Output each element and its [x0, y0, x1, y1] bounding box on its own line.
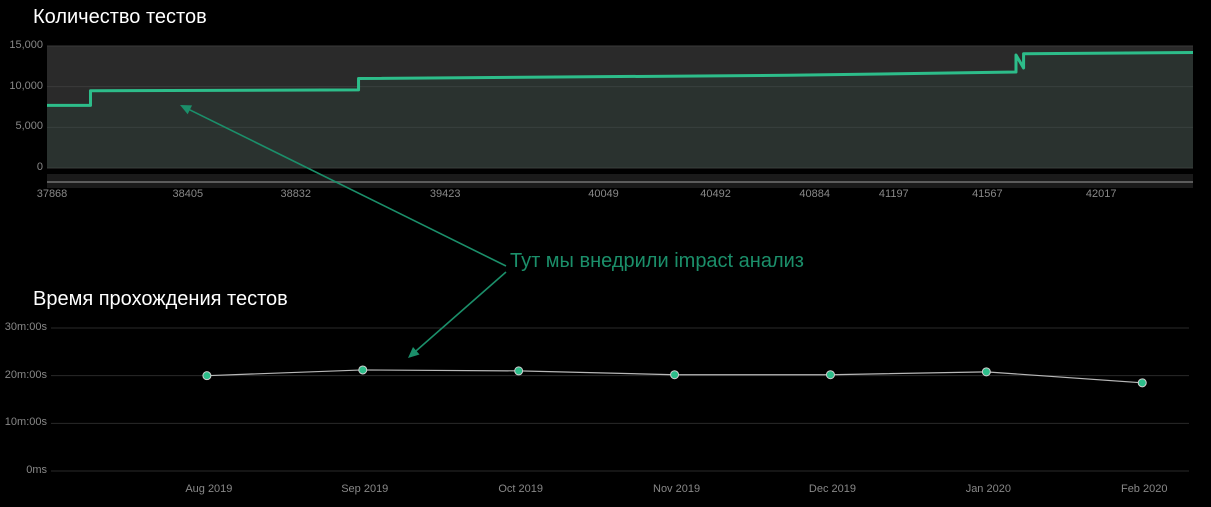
chart1-ytick-label: 5,000: [15, 120, 43, 132]
chart1-area: [33, 42, 1195, 172]
chart1-xtick-label: 41197: [869, 188, 919, 200]
chart2-ytick-label: 20m:00s: [5, 369, 47, 381]
chart1-xtick-label: 39423: [420, 188, 470, 200]
chart2-xtick-label: Jan 2020: [958, 483, 1018, 495]
chart1-svg: [33, 42, 1195, 172]
chart2-xtick-label: Feb 2020: [1114, 483, 1174, 495]
chart2-ytick-label: 10m:00s: [5, 416, 47, 428]
chart2-xtick-label: Dec 2019: [802, 483, 862, 495]
chart1-xtick-label: 40492: [691, 188, 741, 200]
chart2-xtick-label: Oct 2019: [491, 483, 551, 495]
chart2-svg: [33, 322, 1195, 477]
chart2-xtick-label: Aug 2019: [179, 483, 239, 495]
chart2-area: [33, 322, 1195, 477]
chart1-xtick-label: 40884: [790, 188, 840, 200]
chart1-ytick-label: 0: [37, 161, 43, 173]
chart1-xtick-label: 41567: [962, 188, 1012, 200]
chart1-ytick-label: 10,000: [9, 80, 43, 92]
annotation-text: Тут мы внедрили impact анализ: [510, 250, 804, 273]
chart1-xtick-label: 42017: [1076, 188, 1126, 200]
chart1-xtick-label: 37868: [27, 188, 77, 200]
chart2-xtick-label: Nov 2019: [647, 483, 707, 495]
chart1-range-selector[interactable]: [33, 174, 1195, 188]
chart1-ytick-label: 15,000: [9, 39, 43, 51]
chart1-range-svg: [33, 174, 1195, 188]
chart1-xtick-label: 40049: [579, 188, 629, 200]
chart2-xtick-label: Sep 2019: [335, 483, 395, 495]
chart1-xtick-label: 38832: [271, 188, 321, 200]
chart2-ytick-label: 0ms: [26, 464, 47, 476]
chart2-ytick-label: 30m:00s: [5, 321, 47, 333]
chart2-title: Время прохождения тестов: [33, 288, 288, 311]
chart1-xtick-label: 38405: [163, 188, 213, 200]
chart1-title: Количество тестов: [33, 6, 207, 29]
